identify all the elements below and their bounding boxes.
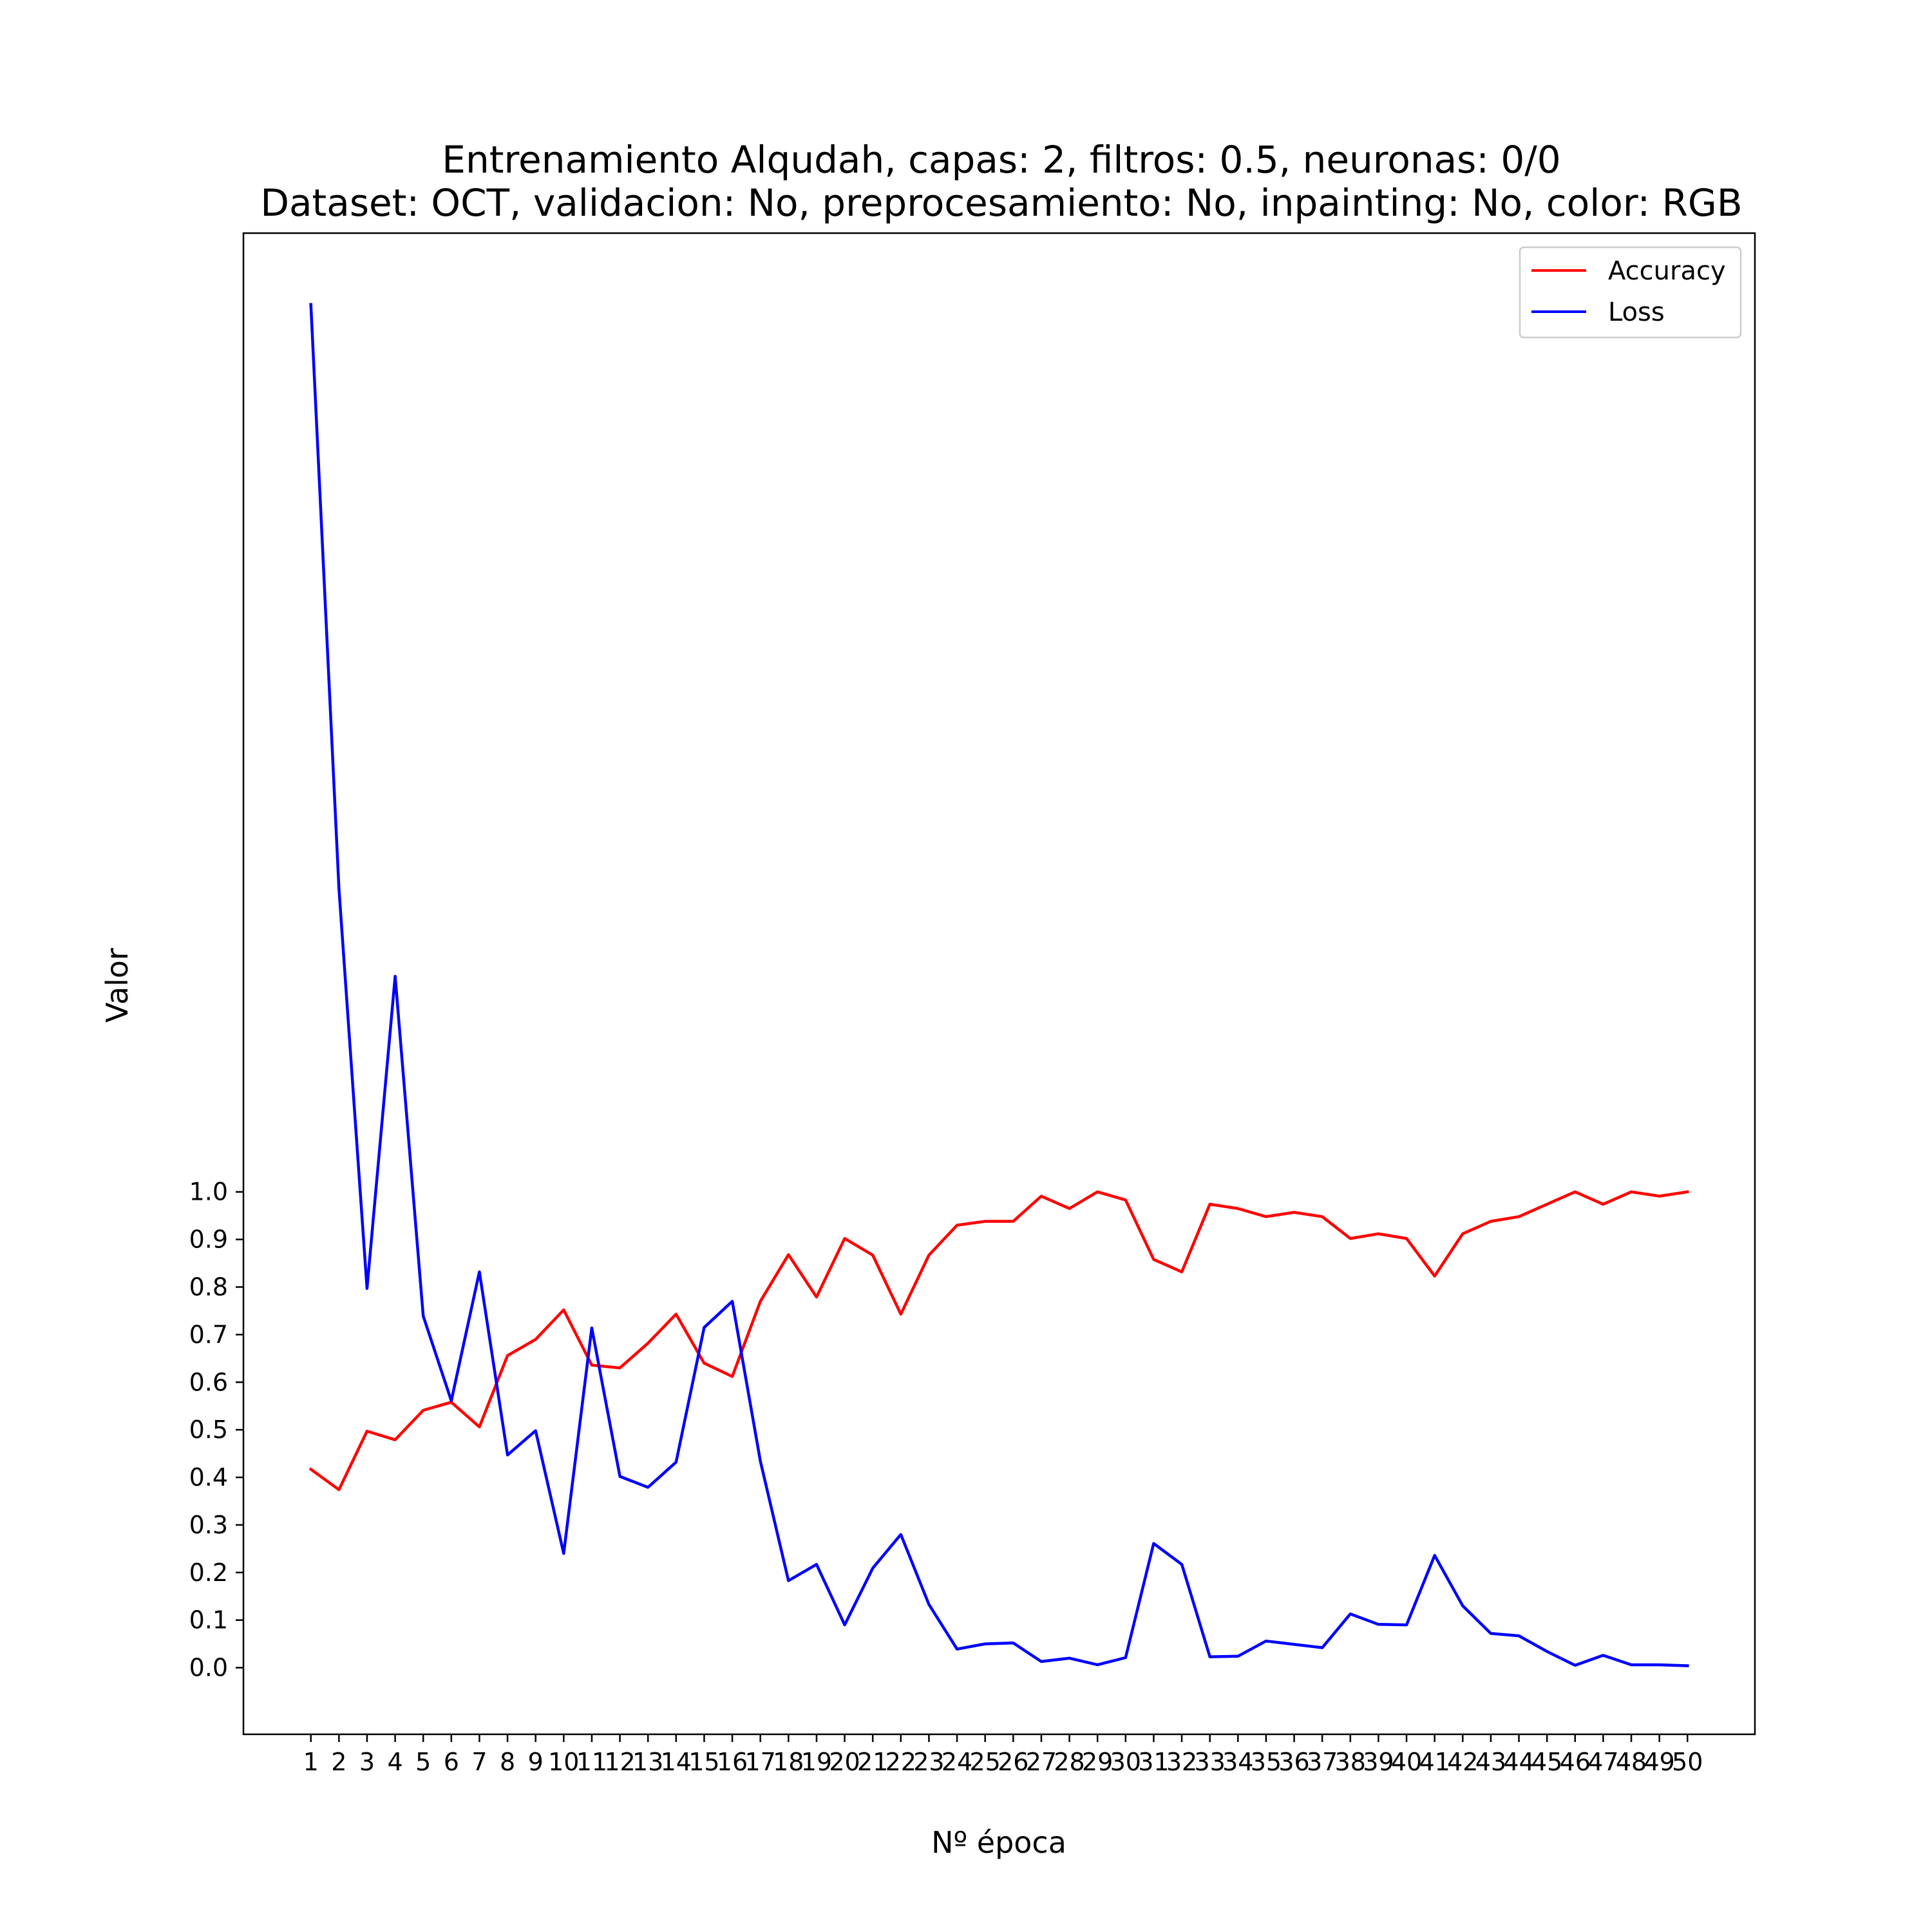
y-tick-label: 0.6	[189, 1368, 228, 1396]
chart-title: Entrenamiento Alqudah, capas: 2, filtros…	[442, 138, 1560, 182]
chart-subtitle: Dataset: OCT, validacion: No, preprocesa…	[260, 181, 1742, 225]
x-tick-label: 25	[970, 1748, 1001, 1776]
x-tick-label: 6	[444, 1748, 459, 1776]
y-tick-label: 0.9	[189, 1226, 228, 1254]
x-tick-label: 21	[857, 1748, 888, 1776]
y-tick-label: 0.4	[189, 1463, 228, 1492]
x-axis-ticks: 1 2 3 4 5 6 7 8 9 1011121314151617181920212223242…	[303, 1734, 1703, 1776]
x-tick-label: 39	[1363, 1748, 1394, 1776]
x-tick-label: 32	[1166, 1748, 1197, 1776]
y-tick-label: 0.0	[189, 1654, 228, 1682]
x-tick-label: 9	[528, 1748, 544, 1776]
y-axis-ticks: 0.0 0.1 0.2 0.3 0.4 0.5 0.6 0.7 0.8 0.9 1.0	[189, 1178, 243, 1682]
x-tick-label: 7	[471, 1748, 487, 1776]
x-tick-label: 37	[1307, 1748, 1338, 1776]
x-tick-label: 24	[942, 1748, 972, 1776]
series-line-loss	[309, 303, 1689, 1667]
y-tick-label: 1.0	[189, 1178, 228, 1206]
legend: Accuracy Loss	[1519, 246, 1742, 339]
x-tick-label: 43	[1475, 1748, 1506, 1776]
x-tick-label: 30	[1110, 1748, 1141, 1776]
legend-label-loss: Loss	[1608, 298, 1665, 327]
x-tick-label: 27	[1026, 1748, 1057, 1776]
x-tick-label: 50	[1672, 1748, 1703, 1776]
x-tick-label: 48	[1616, 1748, 1647, 1776]
x-tick-label: 10	[548, 1748, 579, 1776]
x-tick-label: 23	[913, 1748, 944, 1776]
x-tick-label: 47	[1587, 1748, 1618, 1776]
x-tick-label: 16	[717, 1748, 748, 1776]
x-tick-label: 28	[1054, 1748, 1084, 1776]
x-tick-label: 26	[998, 1748, 1028, 1776]
y-tick-label: 0.7	[189, 1320, 228, 1349]
x-tick-label: 11	[576, 1748, 607, 1776]
x-tick-label: 8	[500, 1748, 515, 1776]
x-tick-label: 46	[1560, 1748, 1591, 1776]
x-tick-label: 41	[1419, 1748, 1450, 1776]
x-tick-label: 1	[303, 1748, 319, 1776]
x-tick-label: 14	[661, 1748, 692, 1776]
y-tick-label: 0.1	[189, 1606, 228, 1634]
x-tick-label: 5	[415, 1748, 431, 1776]
y-tick-label: 0.2	[189, 1558, 228, 1587]
x-tick-label: 44	[1503, 1748, 1534, 1776]
x-tick-label: 2	[331, 1748, 346, 1776]
series-layer	[308, 303, 1689, 1667]
x-tick-label: 40	[1391, 1748, 1422, 1776]
x-tick-label: 22	[886, 1748, 916, 1776]
x-tick-label: 13	[632, 1748, 663, 1776]
x-tick-label: 29	[1082, 1748, 1113, 1776]
x-tick-label: 20	[829, 1748, 860, 1776]
x-tick-label: 36	[1278, 1748, 1309, 1776]
x-tick-label: 49	[1643, 1748, 1674, 1776]
y-axis-label: Valor	[100, 948, 135, 1023]
x-tick-label: 38	[1335, 1748, 1366, 1776]
x-tick-label: 31	[1138, 1748, 1169, 1776]
x-tick-label: 45	[1531, 1748, 1562, 1776]
x-tick-label: 34	[1222, 1748, 1253, 1776]
y-tick-label: 0.5	[189, 1416, 228, 1444]
x-tick-label: 3	[359, 1748, 375, 1776]
y-tick-label: 0.3	[189, 1511, 228, 1539]
y-tick-label: 0.8	[189, 1273, 228, 1302]
x-tick-label: 4	[387, 1748, 402, 1776]
x-tick-label: 15	[688, 1748, 719, 1776]
x-tick-label: 42	[1447, 1748, 1478, 1776]
x-axis-label: Nº época	[931, 1825, 1066, 1860]
x-tick-label: 12	[604, 1748, 635, 1776]
legend-label-accuracy: Accuracy	[1608, 256, 1726, 286]
x-tick-label: 33	[1195, 1748, 1226, 1776]
plot-area-frame	[242, 232, 1756, 1736]
series-line-accuracy	[308, 1190, 1689, 1492]
x-tick-label: 18	[773, 1748, 804, 1776]
x-tick-label: 35	[1251, 1748, 1282, 1776]
x-tick-label: 17	[745, 1748, 776, 1776]
x-tick-label: 19	[801, 1748, 832, 1776]
